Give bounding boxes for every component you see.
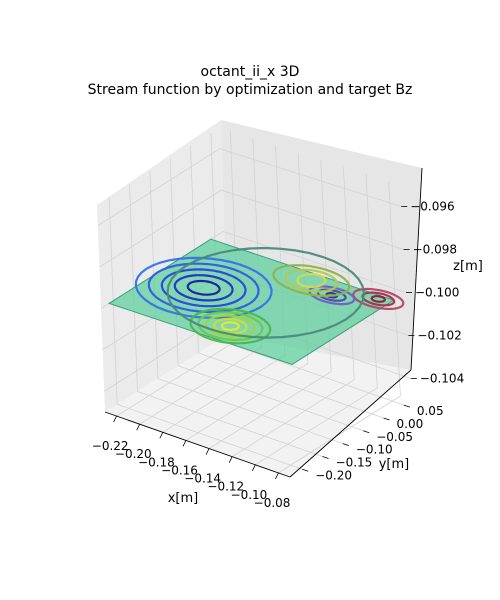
y-axis-label: y[m]: [379, 457, 410, 472]
y-tick-mark: [302, 469, 308, 471]
x-tick-mark: [183, 440, 186, 446]
x-tick-label: −0.08: [254, 496, 291, 510]
z-tick-label: −0.102: [417, 329, 461, 343]
x-axis-label: x[m]: [168, 491, 199, 506]
z-tick-label: −0.100: [415, 286, 459, 300]
y-tick-mark: [323, 456, 329, 458]
x-tick-mark: [160, 432, 163, 438]
x-tick-mark: [206, 449, 209, 455]
z-tick-label: −0.104: [420, 372, 464, 386]
x-tick-mark: [229, 457, 232, 463]
y-tick-mark: [404, 405, 410, 407]
z-axis-label: z[m]: [453, 259, 483, 274]
x-tick-mark: [114, 416, 117, 422]
z-tick-label: −0.096: [410, 200, 454, 214]
y-tick-mark: [384, 418, 390, 420]
y-tick-mark: [363, 431, 369, 433]
y-tick-label: −0.20: [315, 468, 352, 482]
z-tick-label: −0.098: [413, 243, 457, 257]
x-tick-mark: [137, 424, 140, 430]
x-tick-mark: [252, 465, 255, 471]
y-tick-mark: [343, 444, 349, 446]
x-tick-mark: [275, 473, 278, 479]
